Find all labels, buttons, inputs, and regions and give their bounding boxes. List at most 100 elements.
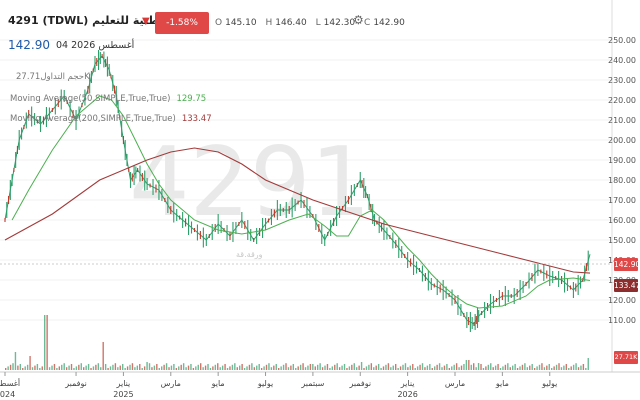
volume-bar xyxy=(39,368,41,370)
ma200-indicator-label[interactable]: Moving Average(200,SIMPLE,True,True) 133.… xyxy=(10,114,212,124)
volume-bar xyxy=(148,363,151,370)
volume-bar xyxy=(533,368,536,370)
volume-bar xyxy=(265,364,268,370)
volume-bar xyxy=(248,364,251,370)
volume-bar xyxy=(175,368,178,370)
y-tick-label: 150.00 xyxy=(608,236,636,245)
volume-bar xyxy=(95,364,97,370)
volume-bar xyxy=(104,364,107,370)
volume-bar xyxy=(299,364,302,370)
volume-bar xyxy=(295,368,297,370)
x-tick-label: مايو xyxy=(211,379,225,388)
volume-bar xyxy=(373,367,375,370)
volume-bar xyxy=(182,363,185,370)
volume-bar xyxy=(360,362,363,370)
volume-bar xyxy=(122,364,124,370)
ohlc-readout: O 145.10 H 146.40 L 142.30 C 142.90 xyxy=(215,18,411,28)
volume-bar xyxy=(341,365,343,370)
volume-bar xyxy=(536,366,538,370)
x-tick-label: سبتمبر xyxy=(300,379,324,388)
volume-bar xyxy=(44,315,46,370)
volume-bar xyxy=(377,364,380,370)
volume-bar xyxy=(404,363,407,370)
volume-bar xyxy=(468,360,470,370)
volume-bar xyxy=(117,367,119,370)
volume-bar xyxy=(402,364,404,370)
volume-bar xyxy=(285,363,287,370)
volume-bar xyxy=(114,363,117,370)
volume-bar xyxy=(363,368,365,370)
volume-bar xyxy=(85,365,87,370)
volume-bar xyxy=(302,363,304,370)
volume-bar xyxy=(531,364,533,370)
ohlc-close-key: C xyxy=(364,18,371,28)
volume-bar xyxy=(17,365,19,370)
x-tick-label: يناير xyxy=(116,379,131,388)
y-tick-label: 160.00 xyxy=(608,216,636,225)
volume-bar xyxy=(441,367,443,370)
volume-bar xyxy=(168,367,170,370)
volume-bar xyxy=(356,367,358,370)
ohlc-high-key: H xyxy=(265,18,273,28)
volume-bar xyxy=(336,363,338,370)
volume-bar xyxy=(7,366,9,370)
volume-bar xyxy=(246,366,248,370)
volume-bar xyxy=(58,366,61,370)
ohlc-low-key: L xyxy=(315,18,321,28)
volume-bar xyxy=(109,366,112,370)
volume-bar xyxy=(90,368,92,370)
volume-bar xyxy=(358,365,360,370)
volume-bar xyxy=(36,364,39,370)
volume-bar xyxy=(268,363,270,370)
volume-bar xyxy=(424,367,426,370)
y-tick-label: 210.00 xyxy=(608,116,636,125)
volume-bar xyxy=(173,364,175,370)
volume-bar xyxy=(236,367,238,370)
y-tick-label: 240.00 xyxy=(608,56,636,65)
change-badge: -1.58%(-2.30) xyxy=(155,12,209,50)
volume-bar xyxy=(275,364,277,370)
chart-grid xyxy=(0,0,640,373)
volume-bar xyxy=(5,368,7,370)
volume-bar xyxy=(346,368,348,370)
x-tick-year: 2025 xyxy=(113,390,133,399)
current-price: 142.90 xyxy=(8,38,50,52)
ma50-indicator-label[interactable]: Moving Average(50,SIMPLE,True,True) 129.7… xyxy=(10,94,206,104)
volume-price-label: 27.71K xyxy=(614,351,638,364)
volume-bar xyxy=(541,363,543,370)
volume-bar xyxy=(139,364,141,370)
volume-bar xyxy=(51,365,53,370)
volume-bar xyxy=(29,356,31,370)
volume-bar xyxy=(239,365,241,370)
volume-bar xyxy=(170,365,173,370)
volume-bar xyxy=(102,342,104,370)
ma200-label: Moving Average(200,SIMPLE,True,True) xyxy=(10,114,176,124)
volume-bar xyxy=(458,367,460,370)
ohlc-low: 142.30 xyxy=(323,18,356,28)
volume-bar xyxy=(502,366,504,370)
instrument-title: 4291 (TDWL) الوطنية للتعليم xyxy=(8,14,174,27)
volume-indicator-label[interactable]: حجم التداول27.71K xyxy=(10,72,90,82)
volume-bar xyxy=(343,364,346,370)
ohlc-close: 142.90 xyxy=(373,18,405,28)
volume-bar xyxy=(273,365,275,370)
settings-gear-icon[interactable]: ⚙ xyxy=(353,13,364,27)
volume-bar xyxy=(195,366,197,370)
volume-bar xyxy=(412,364,414,370)
volume-bar xyxy=(26,364,29,370)
volume-bar xyxy=(582,364,585,370)
volume-bar xyxy=(143,366,146,370)
volume-bar xyxy=(577,367,580,370)
volume-bar xyxy=(485,366,487,370)
x-tick-label: أغسطس xyxy=(0,378,20,388)
volume-bar xyxy=(326,364,329,370)
volume-bar xyxy=(448,368,451,370)
volume-bar xyxy=(338,367,341,370)
volume-bar xyxy=(280,366,282,370)
ohlc-open-key: O xyxy=(215,18,223,28)
volume-bar xyxy=(34,365,36,370)
volume-bar xyxy=(560,367,563,370)
volume-bar xyxy=(180,364,182,370)
volume-bar xyxy=(24,366,26,370)
dropdown-arrow-icon[interactable]: ▼ xyxy=(142,16,150,27)
